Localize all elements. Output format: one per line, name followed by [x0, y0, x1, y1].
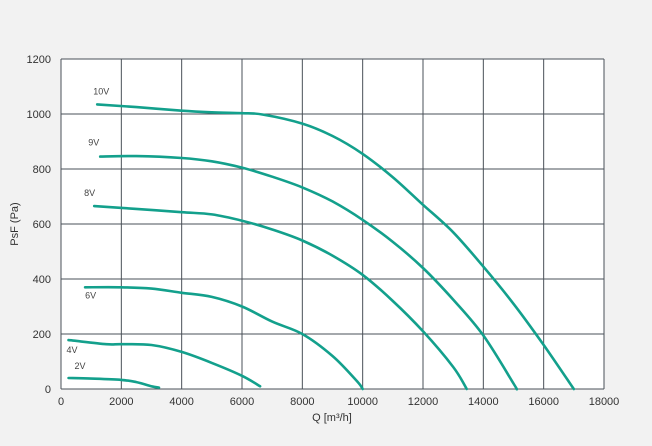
series-label-9v: 9V [88, 138, 99, 148]
series-line-10v [95, 103, 576, 391]
x-axis-ticks: 0 2000 4000 6000 8000 10000 12000 14000 16000 180… [58, 396, 619, 408]
series-line-8v [92, 204, 468, 391]
y-tick-label: 0 [45, 384, 51, 396]
y-tick-label: 1200 [27, 54, 51, 66]
series-label-2v: 2V [75, 361, 86, 371]
series-line-9v [98, 154, 519, 391]
series-line-4v [67, 338, 262, 388]
series-label-8v: 8V [84, 188, 95, 198]
y-tick-label: 600 [33, 219, 51, 231]
x-tick-label: 0 [58, 396, 64, 408]
x-tick-label: 16000 [528, 396, 559, 408]
y-axis-ticks: 0 200 400 600 800 1000 1200 [27, 54, 51, 396]
series-lines [67, 103, 576, 391]
series-label-4v: 4V [67, 345, 78, 355]
x-tick-label: 10000 [347, 396, 378, 408]
x-tick-label: 12000 [408, 396, 439, 408]
x-tick-label: 6000 [230, 396, 254, 408]
y-axis-title: PsF (Pa) [9, 202, 21, 245]
x-tick-label: 4000 [169, 396, 193, 408]
series-label-6v: 6V [85, 290, 96, 300]
x-tick-label: 18000 [589, 396, 620, 408]
x-tick-label: 2000 [109, 396, 133, 408]
y-tick-label: 200 [33, 329, 51, 341]
series-line-2v [67, 376, 161, 389]
y-tick-label: 800 [33, 164, 51, 176]
x-axis-title: Q [m³/h] [312, 412, 352, 424]
y-tick-label: 400 [33, 274, 51, 286]
series-labels: 10V 9V 8V 6V 4V 2V [67, 86, 110, 371]
grid [60, 58, 605, 390]
x-tick-label: 8000 [290, 396, 314, 408]
series-line-6v [83, 285, 364, 391]
series-label-10v: 10V [93, 86, 109, 96]
y-tick-label: 1000 [27, 109, 51, 121]
x-tick-label: 14000 [468, 396, 499, 408]
